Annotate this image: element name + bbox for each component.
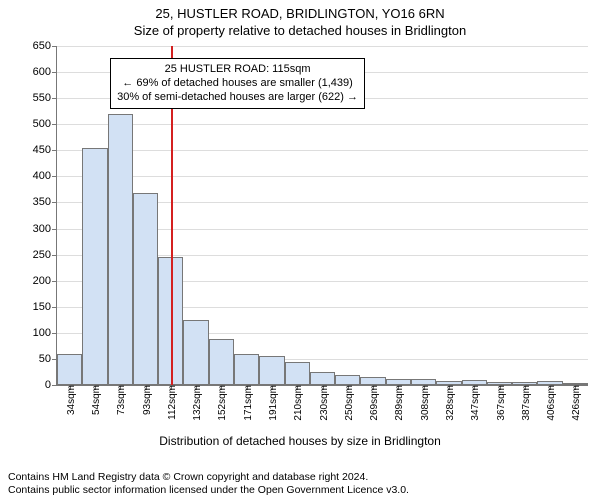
xtick-label: 347sqm [470, 385, 481, 421]
ytick-label: 100 [33, 327, 57, 339]
xtick-label: 387sqm [521, 385, 532, 421]
histogram-bar [335, 375, 360, 385]
xtick-label: 269sqm [369, 385, 380, 421]
ytick-label: 250 [33, 249, 57, 261]
histogram-bar [133, 193, 158, 385]
gridline [57, 150, 588, 151]
xtick-label: 34sqm [66, 385, 77, 415]
ytick-label: 450 [33, 144, 57, 156]
ytick-label: 600 [33, 66, 57, 78]
footer-line-2: Contains public sector information licen… [8, 484, 409, 498]
annotation-box: 25 HUSTLER ROAD: 115sqm← 69% of detached… [110, 58, 365, 109]
histogram-bar [57, 354, 82, 385]
chart-area: Number of detached properties 0501001502… [0, 42, 600, 452]
histogram-bar [259, 356, 284, 385]
title-line-1: 25, HUSTLER ROAD, BRIDLINGTON, YO16 6RN [0, 6, 600, 21]
ytick-label: 400 [33, 170, 57, 182]
footer-attribution: Contains HM Land Registry data © Crown c… [8, 471, 409, 498]
xtick-label: 210sqm [293, 385, 304, 421]
histogram-bar [234, 354, 259, 385]
xtick-label: 152sqm [217, 385, 228, 421]
ytick-label: 150 [33, 301, 57, 313]
annotation-line-2: ← 69% of detached houses are smaller (1,… [117, 76, 358, 90]
histogram-bar [209, 339, 234, 385]
xtick-label: 73sqm [116, 385, 127, 415]
xtick-label: 54sqm [91, 385, 102, 415]
xtick-label: 230sqm [319, 385, 330, 421]
footer-line-1: Contains HM Land Registry data © Crown c… [8, 471, 409, 485]
ytick-label: 0 [45, 379, 57, 391]
xtick-label: 132sqm [192, 385, 203, 421]
ytick-label: 650 [33, 40, 57, 52]
xtick-label: 171sqm [243, 385, 254, 421]
xtick-label: 250sqm [344, 385, 355, 421]
xtick-label: 191sqm [268, 385, 279, 421]
histogram-bar [108, 114, 133, 385]
ytick-label: 550 [33, 92, 57, 104]
title-block: 25, HUSTLER ROAD, BRIDLINGTON, YO16 6RN … [0, 0, 600, 38]
ytick-label: 300 [33, 223, 57, 235]
ytick-label: 50 [39, 353, 57, 365]
gridline [57, 124, 588, 125]
xtick-label: 328sqm [445, 385, 456, 421]
ytick-label: 200 [33, 275, 57, 287]
xtick-label: 426sqm [571, 385, 582, 421]
xtick-label: 289sqm [394, 385, 405, 421]
xtick-label: 308sqm [420, 385, 431, 421]
histogram-bar [82, 148, 107, 385]
gridline [57, 176, 588, 177]
ytick-label: 350 [33, 196, 57, 208]
xtick-label: 367sqm [496, 385, 507, 421]
plot-region: 0501001502002503003504004505005506006503… [56, 46, 588, 386]
xtick-label: 93sqm [142, 385, 153, 415]
histogram-bar [310, 372, 335, 385]
histogram-bar [183, 320, 208, 385]
title-line-2: Size of property relative to detached ho… [0, 23, 600, 38]
gridline [57, 46, 588, 47]
ytick-label: 500 [33, 118, 57, 130]
x-axis-label: Distribution of detached houses by size … [0, 434, 600, 448]
xtick-label: 406sqm [546, 385, 557, 421]
xtick-label: 112sqm [167, 385, 178, 420]
annotation-line-3: 30% of semi-detached houses are larger (… [117, 90, 358, 104]
histogram-bar [360, 377, 385, 385]
histogram-bar [285, 362, 310, 385]
annotation-line-1: 25 HUSTLER ROAD: 115sqm [117, 62, 358, 76]
